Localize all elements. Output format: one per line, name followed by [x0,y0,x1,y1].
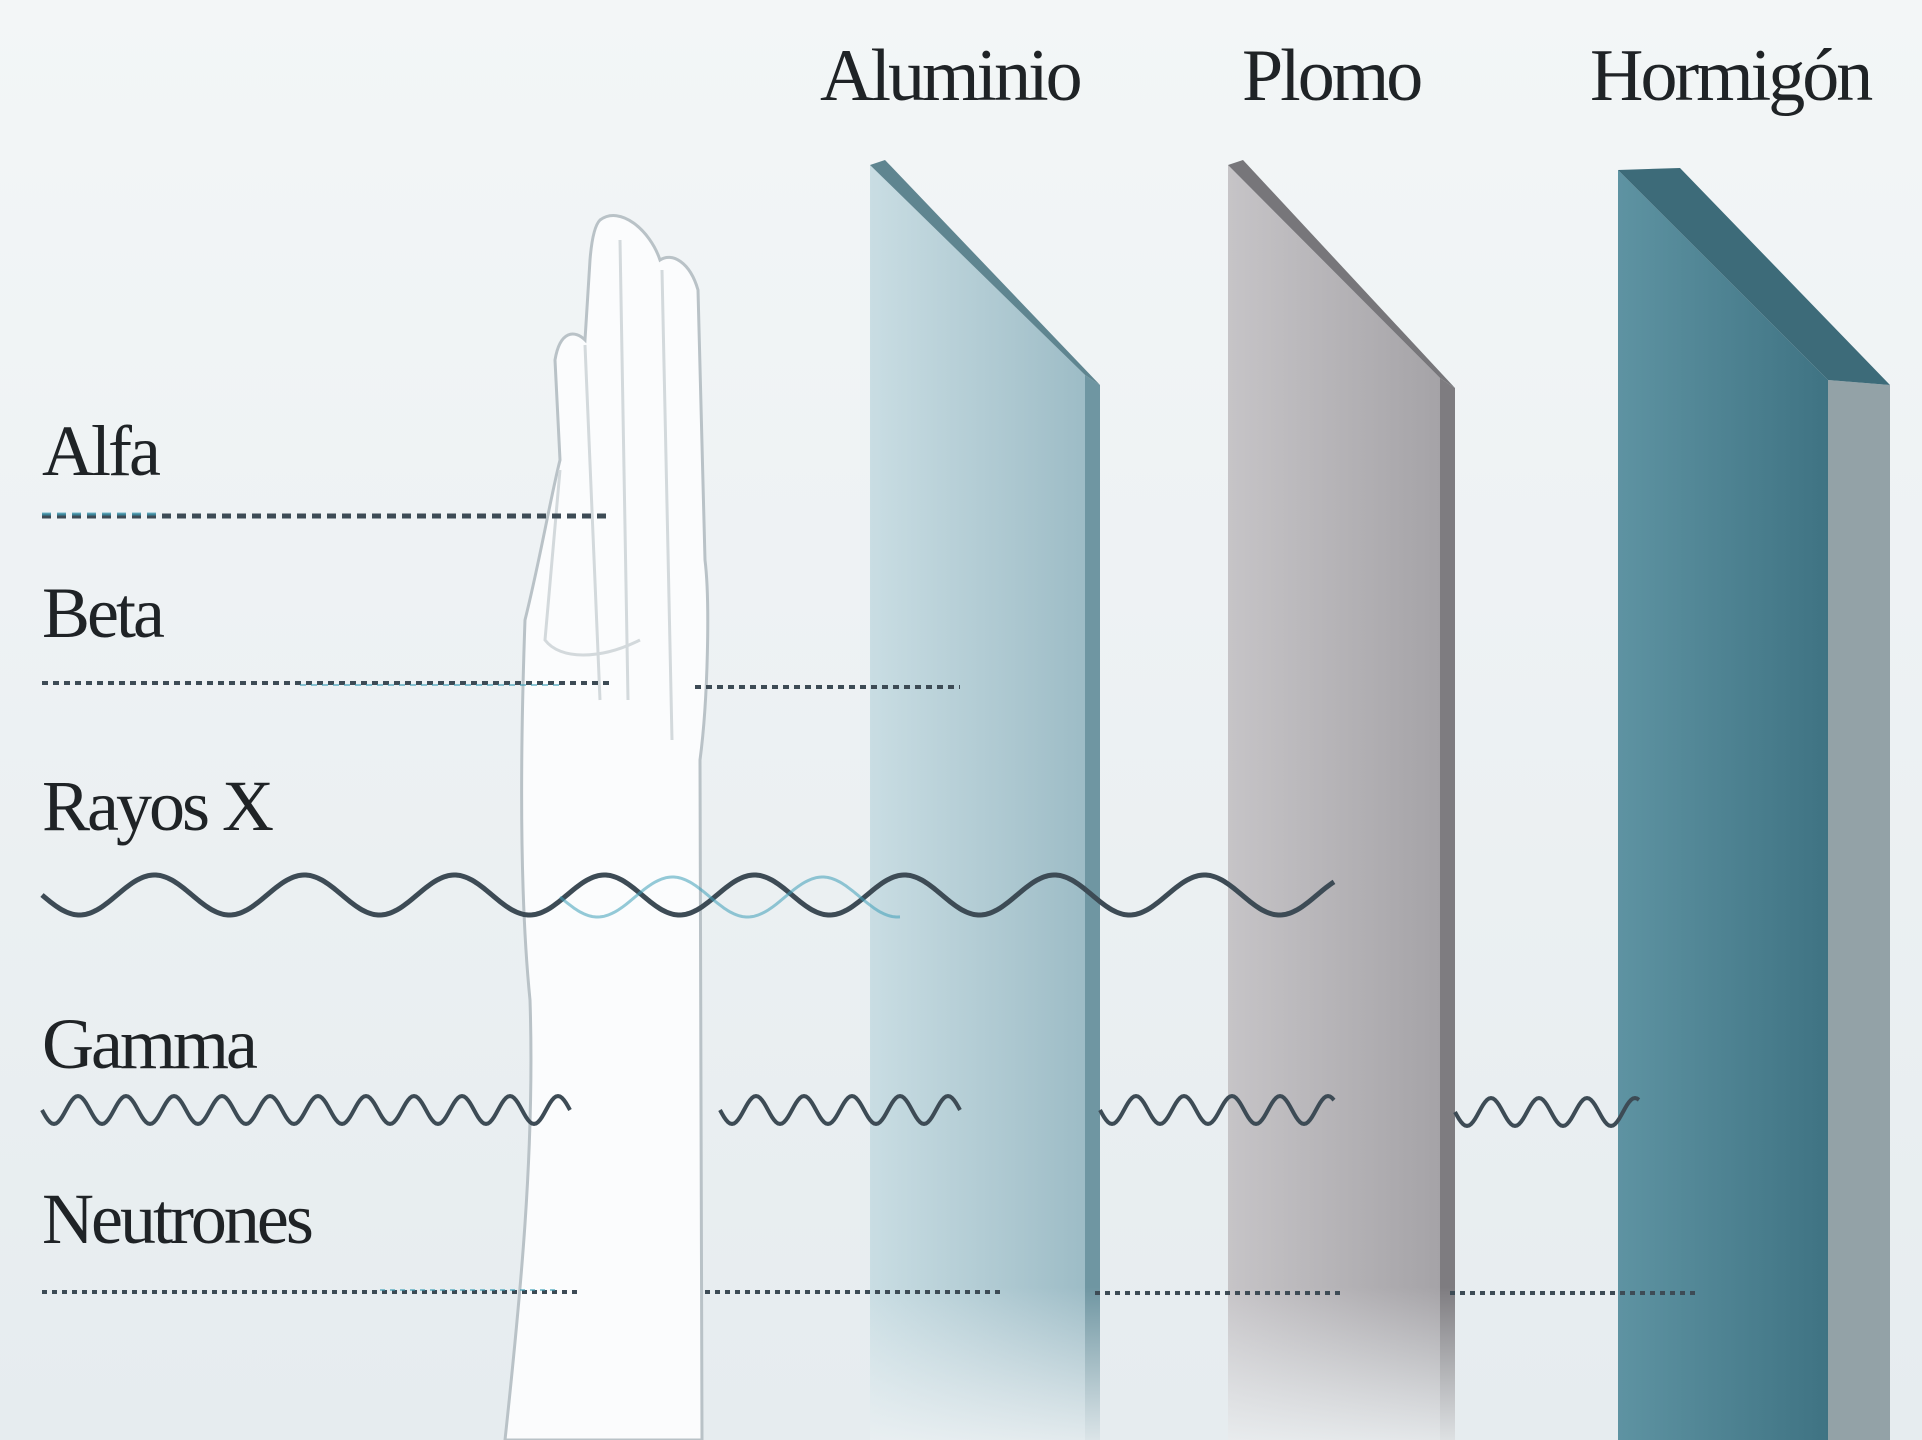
neutrones-ray [42,1289,1700,1295]
plomo-panel [1228,160,1455,1440]
rayos-x-ray [40,872,1336,919]
radiation-label-beta: Beta [42,573,164,653]
radiation-label-alfa: Alfa [42,411,160,491]
material-label-hormigon: Hormigón [1590,35,1872,117]
aluminio-panel [870,160,1100,1440]
radiation-label-neutrones: Neutrones [42,1179,312,1259]
hormigon-panel [1618,168,1890,1440]
material-label-plomo: Plomo [1242,35,1421,117]
radiation-label-rayos-x: Rayos X [42,766,273,846]
gamma-ray [40,1093,1641,1129]
radiation-label-gamma: Gamma [42,1004,257,1084]
alfa-ray [42,512,610,519]
beta-ray [42,681,960,689]
material-label-aluminio: Aluminio [820,35,1081,117]
hand-icon [503,214,710,1440]
